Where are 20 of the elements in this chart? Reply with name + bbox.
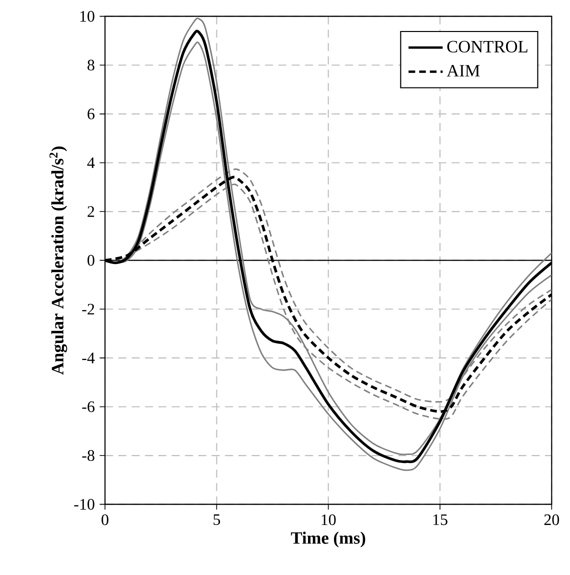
y-tick-label: 6 [88, 108, 94, 120]
x-tick-label: 10 [322, 514, 336, 526]
y-tick-label: 2 [88, 206, 94, 217]
legend-label: CONTROL [447, 40, 528, 52]
y-tick-label: 10 [80, 10, 94, 22]
x-tick-label: 15 [433, 514, 448, 526]
y-tick-label: -8 [82, 450, 94, 461]
x-tick-label: 5 [214, 514, 220, 525]
y-tick-label: -2 [82, 304, 94, 314]
x-tick-label: 20 [544, 514, 560, 526]
y-tick-label: 8 [88, 60, 94, 71]
y-tick-label: 0 [88, 254, 94, 266]
x-tick-label: 0 [102, 514, 108, 526]
y-axis-title: Angular Acceleration (krad/s$^{2}$) [49, 146, 68, 375]
y-tick-label: -6 [82, 401, 94, 412]
y-tick-label: 4 [87, 157, 95, 168]
legend-label: AIM [446, 64, 480, 76]
y-tick-label: -10 [74, 498, 94, 510]
x-axis-title: Time (ms) [290, 532, 366, 548]
y-tick-label: -4 [82, 352, 95, 364]
